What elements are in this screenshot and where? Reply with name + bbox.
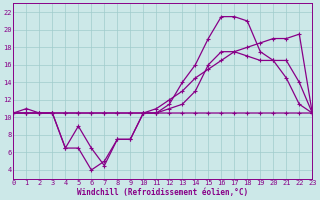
X-axis label: Windchill (Refroidissement éolien,°C): Windchill (Refroidissement éolien,°C) <box>77 188 248 197</box>
